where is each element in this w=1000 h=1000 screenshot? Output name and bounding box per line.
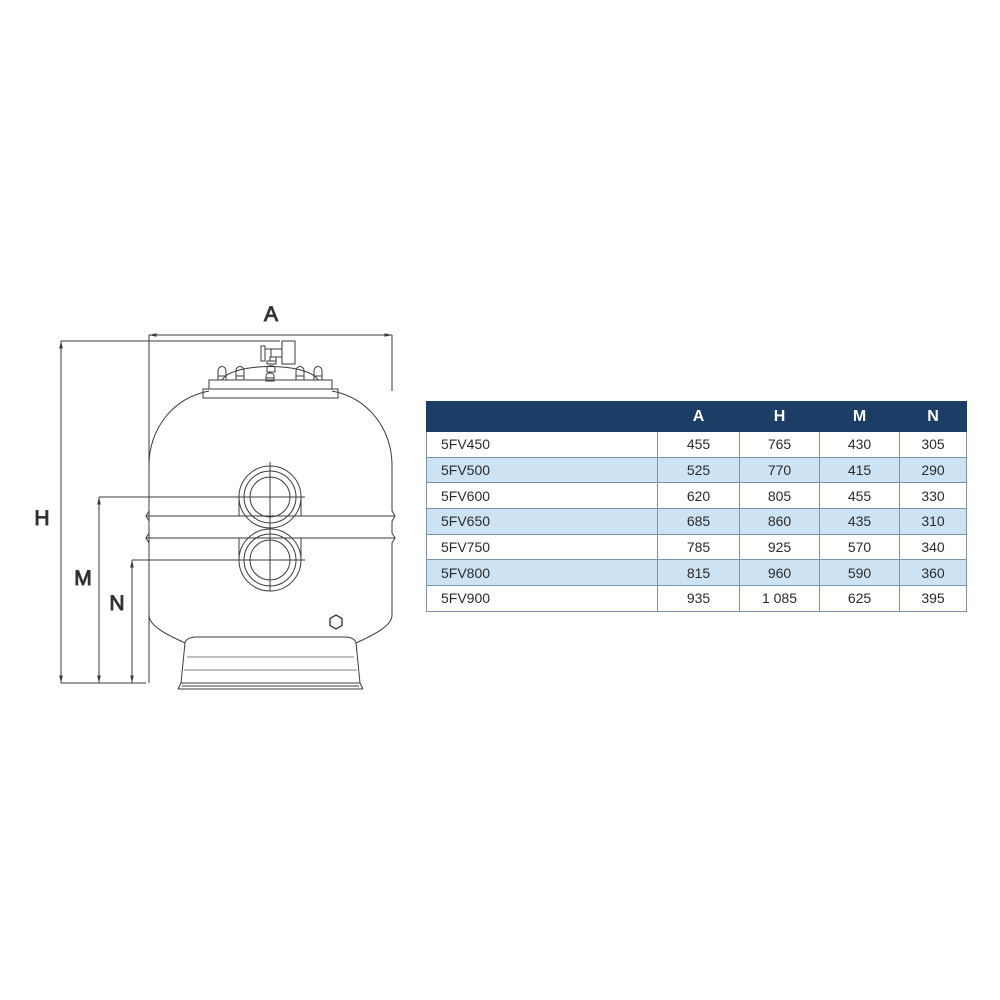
svg-text:N: N: [109, 592, 124, 615]
svg-text:H: H: [34, 507, 49, 530]
svg-text:A: A: [264, 303, 278, 326]
svg-text:M: M: [74, 567, 92, 590]
